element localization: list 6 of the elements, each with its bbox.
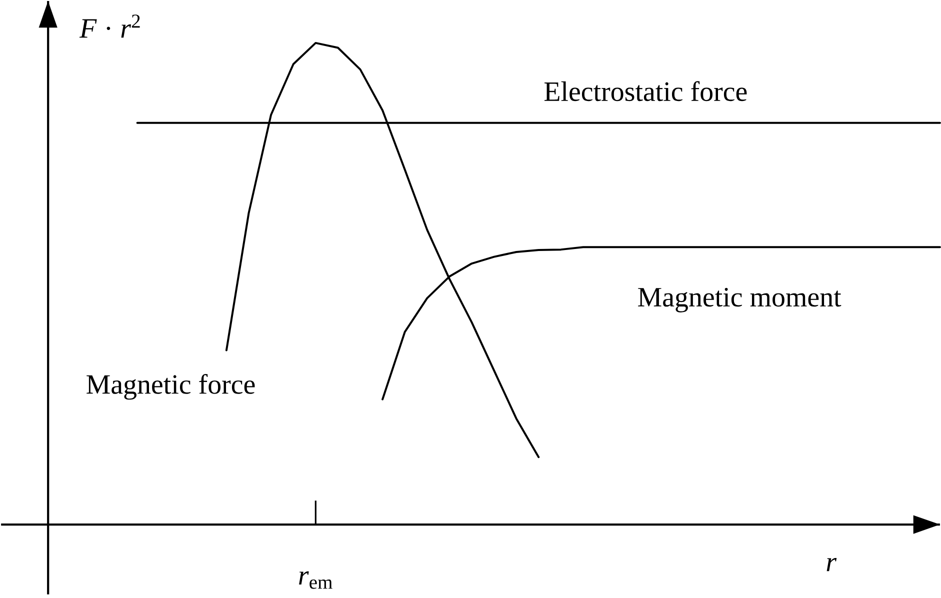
x-axis-title: r — [826, 558, 837, 572]
series-label: Magnetic force — [86, 374, 255, 400]
series-label: Magnetic moment — [638, 288, 842, 312]
y-axis-title: F · r$^{2}$ — [79, 14, 140, 38]
text: r$_{em}$ — [299, 571, 332, 589]
series-label: Electrostatic force — [544, 81, 747, 101]
